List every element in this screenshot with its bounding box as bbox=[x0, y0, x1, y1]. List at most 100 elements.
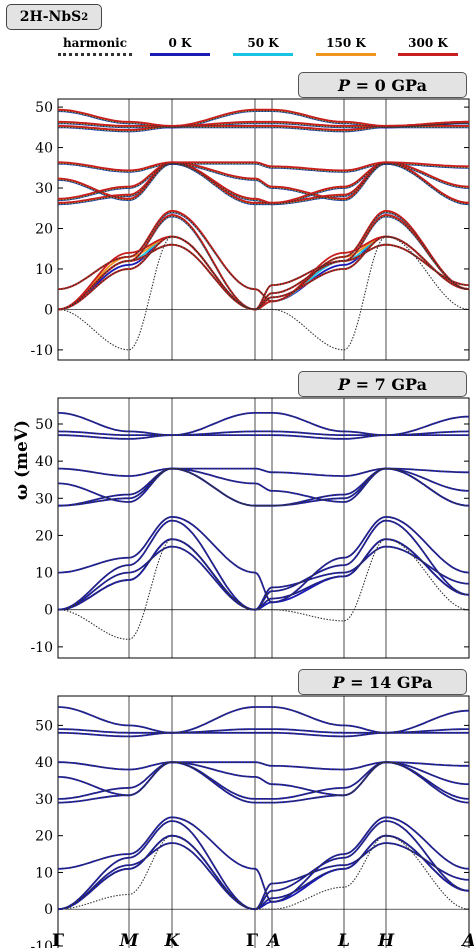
series-harmonic bbox=[57, 110, 470, 351]
y-tick-label: 0 bbox=[44, 302, 53, 318]
panel-frame bbox=[57, 397, 470, 659]
figure-title-sub: 2 bbox=[81, 11, 89, 23]
series-150-K bbox=[57, 109, 470, 311]
panel-2: -10 0 10 20 30 40 50 bbox=[30, 695, 470, 948]
band-line bbox=[57, 434, 469, 440]
series-0-K bbox=[57, 706, 470, 911]
y-tick-label: 30 bbox=[35, 792, 53, 808]
legend-label: 50 K bbox=[247, 36, 279, 50]
legend-swatch bbox=[316, 53, 376, 56]
legend-item-0: harmonic bbox=[58, 36, 132, 56]
series-harmonic bbox=[57, 412, 470, 640]
y-tick-label: -10 bbox=[30, 939, 53, 948]
band-line bbox=[57, 842, 470, 911]
y-tick-label: 50 bbox=[35, 417, 53, 433]
band-line bbox=[57, 515, 470, 604]
pressure-val-1: = 7 GPa bbox=[355, 374, 427, 394]
pressure-label-0: P = 0 GPa bbox=[298, 72, 467, 98]
band-line bbox=[57, 538, 470, 611]
y-tick-label: 40 bbox=[35, 141, 53, 157]
panel-0: -10 0 10 20 30 40 50 bbox=[30, 98, 470, 361]
legend-label: 300 K bbox=[408, 36, 448, 50]
figure-title: 2H-NbS 2 bbox=[6, 4, 102, 30]
y-tick-label: 0 bbox=[44, 603, 53, 619]
figure-title-main: 2H-NbS bbox=[19, 9, 82, 25]
y-tick-label: 40 bbox=[35, 755, 53, 771]
legend-swatch bbox=[58, 53, 132, 56]
x-tick-label: A bbox=[460, 931, 474, 948]
legend-label: 150 K bbox=[326, 36, 366, 50]
pressure-val-2: = 14 GPa bbox=[350, 672, 433, 692]
band-line bbox=[57, 211, 470, 302]
y-tick-label: 30 bbox=[35, 491, 53, 507]
y-tick-label: 50 bbox=[35, 100, 53, 116]
band-line bbox=[58, 468, 469, 477]
x-tick-label: Γ bbox=[52, 931, 64, 948]
pressure-label-1: P = 7 GPa bbox=[298, 371, 467, 397]
legend-swatch bbox=[150, 53, 210, 56]
panel-1: -10 0 10 20 30 40 50 bbox=[30, 397, 470, 659]
band-line bbox=[57, 126, 469, 132]
band-line bbox=[57, 468, 470, 503]
legend-swatch bbox=[233, 53, 293, 56]
band-line bbox=[57, 706, 470, 734]
pressure-label-2: P = 14 GPa bbox=[298, 669, 467, 695]
y-tick-label: -10 bbox=[30, 640, 53, 656]
band-line bbox=[57, 835, 470, 910]
series-harmonic bbox=[57, 706, 470, 910]
y-tick-label: 20 bbox=[35, 829, 53, 845]
y-tick-label: 10 bbox=[35, 262, 53, 278]
band-line bbox=[58, 125, 469, 131]
band-line bbox=[57, 519, 470, 611]
panel-frame bbox=[57, 98, 470, 361]
band-line bbox=[58, 161, 469, 172]
legend-item-2: 50 K bbox=[233, 36, 293, 56]
panel-frame bbox=[57, 695, 470, 948]
series-0-K bbox=[57, 412, 470, 611]
x-tick-label: A bbox=[265, 931, 280, 948]
band-line bbox=[57, 820, 470, 911]
pressure-var-2: P bbox=[332, 672, 345, 692]
legend-item-1: 0 K bbox=[150, 36, 210, 56]
band-line bbox=[57, 835, 470, 910]
band-line bbox=[57, 163, 470, 201]
x-tick-label: K bbox=[164, 931, 181, 948]
legend-item-3: 150 K bbox=[316, 36, 376, 56]
y-tick-label: -10 bbox=[30, 343, 53, 359]
x-tick-label: H bbox=[377, 931, 395, 948]
legend-label: harmonic bbox=[62, 36, 128, 50]
x-tick-label: M bbox=[119, 931, 140, 948]
band-line bbox=[57, 163, 469, 173]
band-line bbox=[57, 236, 470, 351]
pressure-var-0: P bbox=[338, 75, 351, 95]
series-0-K bbox=[57, 110, 470, 311]
band-line bbox=[58, 761, 470, 804]
band-line bbox=[58, 732, 469, 737]
x-tick-label: Γ bbox=[246, 931, 258, 948]
band-line bbox=[57, 244, 470, 310]
y-tick-label: 20 bbox=[35, 528, 53, 544]
band-line bbox=[57, 520, 470, 611]
band-line bbox=[57, 215, 470, 310]
band-line bbox=[57, 538, 470, 640]
y-tick-label: 50 bbox=[35, 718, 53, 734]
pressure-var-1: P bbox=[338, 374, 351, 394]
y-tick-label: 20 bbox=[35, 221, 53, 237]
band-line bbox=[57, 546, 470, 611]
series-50-K bbox=[57, 109, 470, 311]
band-line bbox=[58, 761, 469, 771]
legend: harmonic 0 K 50 K 150 K 300 K bbox=[0, 36, 474, 66]
y-tick-label: 10 bbox=[35, 865, 53, 881]
y-tick-label: 30 bbox=[35, 181, 53, 197]
band-line bbox=[57, 516, 470, 603]
band-line bbox=[57, 235, 470, 311]
series-300-K bbox=[57, 108, 470, 311]
band-line bbox=[58, 468, 470, 507]
legend-item-4: 300 K bbox=[398, 36, 458, 56]
legend-label: 0 K bbox=[168, 36, 192, 50]
pressure-val-0: = 0 GPa bbox=[355, 75, 427, 95]
y-tick-label: 40 bbox=[35, 454, 53, 470]
x-tick-label: L bbox=[337, 931, 350, 948]
band-line bbox=[57, 110, 469, 128]
